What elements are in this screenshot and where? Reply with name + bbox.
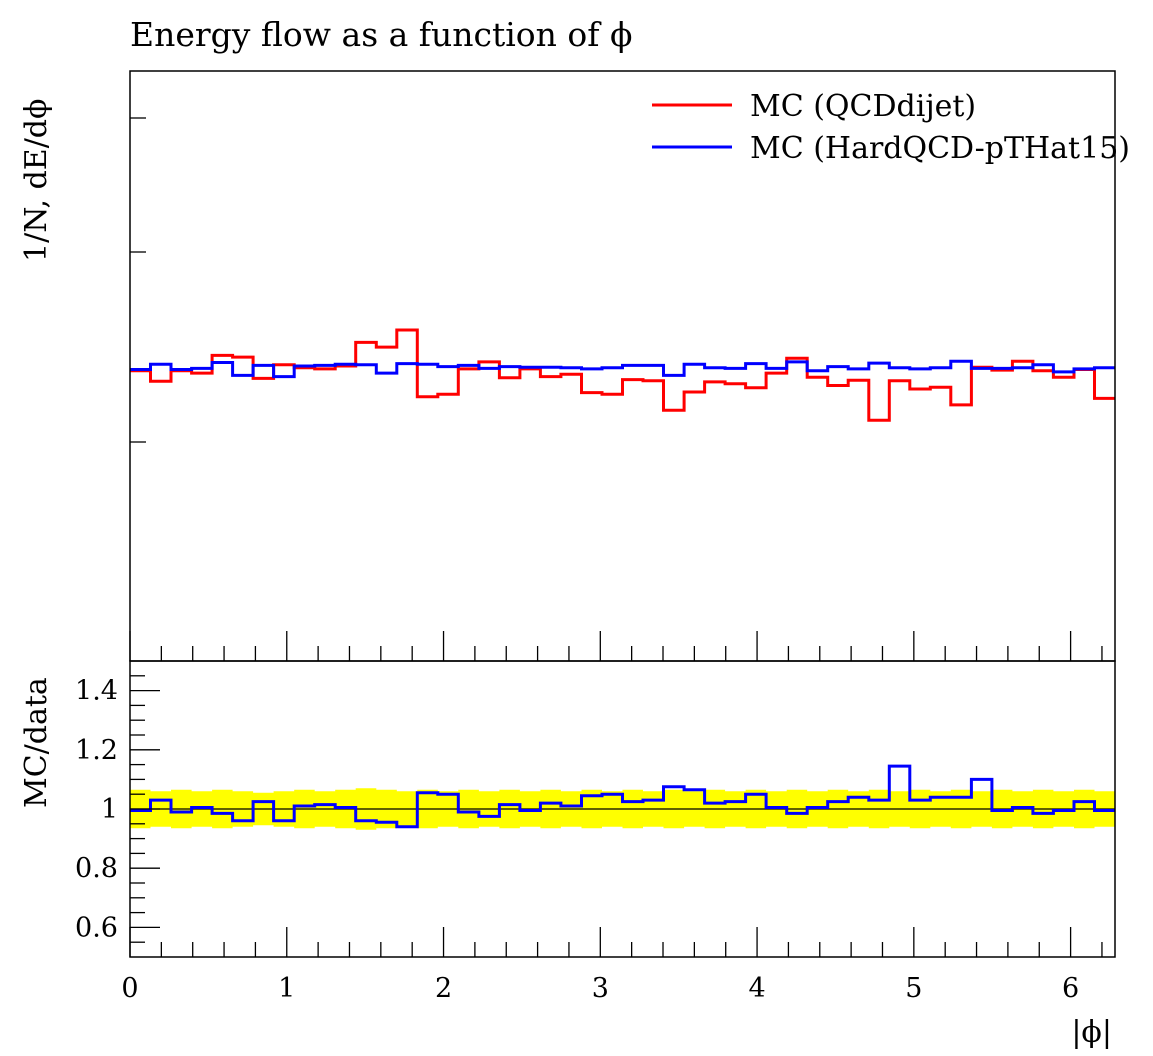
x-axis-label: |ϕ| xyxy=(1071,1015,1112,1050)
main-axis-ticks xyxy=(129,117,1103,661)
main-series-line-hardqcd xyxy=(130,359,1115,379)
main-series-group xyxy=(130,328,1115,422)
x-tick-label: 0 xyxy=(121,973,138,1004)
main-y-axis-label: 1/N, dE/dϕ xyxy=(19,99,54,262)
chart-title: Energy flow as a function of ϕ xyxy=(130,15,632,54)
x-tick-label: 6 xyxy=(1062,973,1079,1004)
ratio-series-line-hardqcd xyxy=(130,764,1115,829)
ratio-series-group xyxy=(130,764,1115,829)
ratio-y-tick-label: 0.6 xyxy=(75,912,118,943)
ratio-y-tick-label: 0.8 xyxy=(75,853,118,884)
legend-label-qcddijet: MC (QCDdijet) xyxy=(750,89,976,124)
ratio-panel: 0.6 0.8 1 1.2 1.4 0 1 2 3 4 5 6 xyxy=(75,660,1116,1004)
x-tick-label: 2 xyxy=(435,973,452,1004)
x-tick-label: 4 xyxy=(748,973,765,1004)
ratio-axis-ticks: 0.6 0.8 1 1.2 1.4 0 1 2 3 4 5 6 xyxy=(75,675,1103,1004)
x-tick-label: 3 xyxy=(592,973,609,1004)
ratio-y-axis-label: MC/data xyxy=(19,677,54,808)
ratio-y-tick-label: 1 xyxy=(101,794,118,825)
x-tick-label: 1 xyxy=(278,973,295,1004)
ratio-frame xyxy=(129,660,1116,958)
ratio-y-tick-label: 1.2 xyxy=(75,735,118,766)
x-tick-label: 5 xyxy=(905,973,922,1004)
legend: MC (QCDdijet) MC (HardQCD-pTHat15) xyxy=(652,89,1130,166)
legend-label-hardqcd: MC (HardQCD-pTHat15) xyxy=(750,131,1130,166)
ratio-y-tick-label: 1.4 xyxy=(75,676,118,707)
